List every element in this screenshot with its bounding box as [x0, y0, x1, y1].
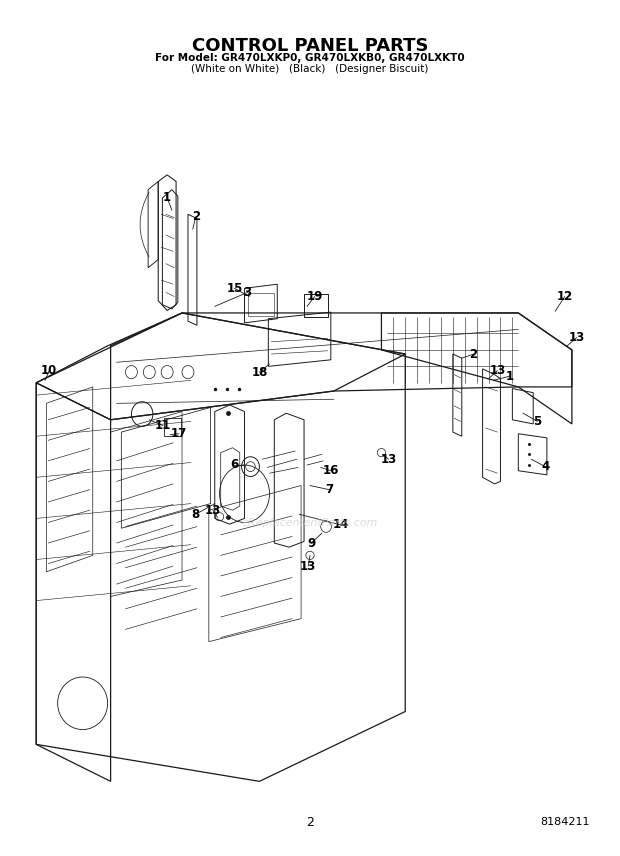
Text: 2: 2 [469, 348, 478, 360]
Text: 3: 3 [244, 286, 252, 299]
Text: 8184211: 8184211 [540, 817, 590, 828]
Text: 13: 13 [300, 560, 316, 573]
Text: 11: 11 [155, 419, 171, 432]
Text: 5: 5 [533, 415, 541, 428]
Text: eReplacementParts.com: eReplacementParts.com [242, 518, 378, 527]
Text: 6: 6 [230, 459, 239, 472]
Text: 13: 13 [205, 503, 221, 517]
Text: 13: 13 [569, 331, 585, 344]
Text: For Model: GR470LXKP0, GR470LXKB0, GR470LXKT0: For Model: GR470LXKP0, GR470LXKB0, GR470… [155, 53, 465, 63]
Text: 15: 15 [226, 282, 242, 294]
Text: 2: 2 [192, 211, 200, 223]
Text: 13: 13 [489, 364, 506, 377]
Text: 9: 9 [307, 537, 316, 550]
Text: 1: 1 [505, 370, 513, 383]
Text: 18: 18 [251, 366, 268, 378]
Text: 7: 7 [325, 483, 333, 496]
Text: 17: 17 [171, 427, 187, 440]
Text: CONTROL PANEL PARTS: CONTROL PANEL PARTS [192, 37, 428, 55]
Text: 19: 19 [306, 290, 323, 303]
Text: 4: 4 [541, 461, 549, 473]
Text: 10: 10 [41, 364, 58, 377]
Text: 14: 14 [333, 519, 349, 532]
Text: 8: 8 [192, 508, 200, 520]
Text: 1: 1 [163, 192, 171, 205]
Text: 13: 13 [381, 453, 397, 466]
Text: 12: 12 [557, 290, 573, 303]
Text: (White on White)   (Black)   (Designer Biscuit): (White on White) (Black) (Designer Biscu… [192, 64, 428, 74]
Text: 16: 16 [322, 464, 339, 478]
Text: 2: 2 [306, 816, 314, 829]
